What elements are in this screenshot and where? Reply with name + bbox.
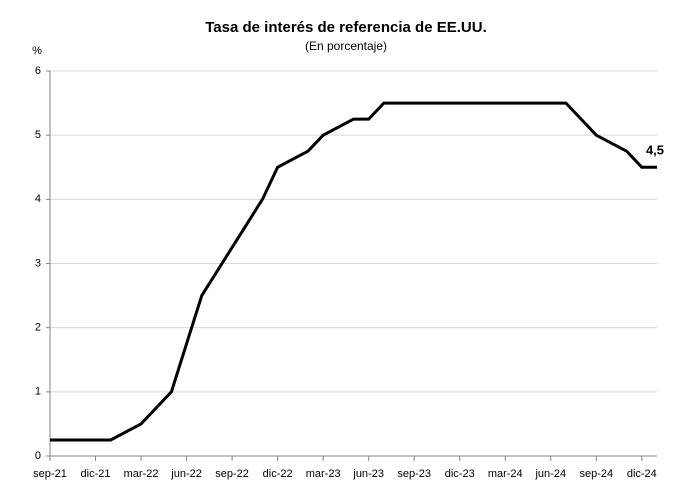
x-tick-label: dic-23 [445, 468, 475, 480]
y-tick-label: 6 [35, 65, 41, 77]
y-tick-label: 2 [35, 322, 41, 334]
x-tick-label: mar-22 [124, 468, 159, 480]
x-tick-label: sep-23 [397, 468, 431, 480]
y-tick-label: 0 [35, 450, 41, 462]
x-tick-label: sep-24 [579, 468, 613, 480]
x-tick-label: mar-23 [306, 468, 341, 480]
x-tick-label: mar-24 [488, 468, 523, 480]
y-axis-label: % [32, 45, 42, 57]
y-tick-label: 5 [35, 129, 41, 141]
line [50, 101, 657, 442]
y-tick-label: 3 [35, 257, 41, 269]
x-tick-label: jun-22 [170, 468, 202, 480]
y-tick-label: 1 [35, 386, 41, 398]
x-tick-label: jun-24 [534, 468, 566, 480]
x-tick-label: jun-23 [352, 468, 384, 480]
x-tick-label: sep-21 [33, 468, 67, 480]
value-label: 4,5 [646, 143, 664, 158]
x-tick-label: dic-24 [627, 468, 657, 480]
x-tick-label: sep-22 [215, 468, 249, 480]
y-tick-label: 4 [35, 193, 41, 205]
chart-subtitle: (En porcentaje) [305, 39, 387, 53]
x-tick-label: dic-21 [81, 468, 111, 480]
chart-title: Tasa de interés de referencia de EE.UU. [205, 19, 487, 36]
x-tick-label: dic-22 [263, 468, 293, 480]
